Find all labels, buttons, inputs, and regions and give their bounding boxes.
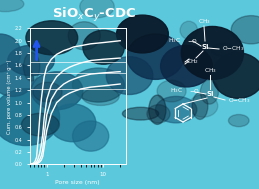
Ellipse shape: [123, 107, 159, 120]
Ellipse shape: [231, 16, 259, 44]
Ellipse shape: [157, 80, 186, 102]
Ellipse shape: [73, 121, 109, 151]
Ellipse shape: [161, 45, 212, 87]
Ellipse shape: [0, 34, 21, 72]
Ellipse shape: [212, 44, 236, 56]
Text: $-$O: $-$O: [189, 87, 200, 95]
Ellipse shape: [80, 0, 114, 18]
Ellipse shape: [147, 105, 170, 123]
Ellipse shape: [0, 62, 34, 96]
Ellipse shape: [192, 93, 208, 119]
Ellipse shape: [189, 95, 218, 117]
Ellipse shape: [180, 21, 198, 39]
Ellipse shape: [117, 15, 168, 53]
Ellipse shape: [149, 95, 166, 124]
Text: $\mathrm{CH_3}$: $\mathrm{CH_3}$: [198, 18, 210, 26]
Ellipse shape: [31, 72, 83, 110]
Ellipse shape: [73, 68, 124, 102]
Text: Si: Si: [201, 44, 209, 50]
Text: Si: Si: [206, 91, 214, 97]
Ellipse shape: [127, 34, 184, 79]
Ellipse shape: [68, 22, 100, 50]
Text: $\mathrm{H_3C}$: $\mathrm{H_3C}$: [170, 87, 183, 95]
Ellipse shape: [23, 53, 40, 81]
Ellipse shape: [49, 104, 96, 142]
Text: $\mathrm{CH_2}$: $\mathrm{CH_2}$: [186, 57, 198, 67]
Ellipse shape: [106, 57, 153, 94]
Ellipse shape: [33, 82, 62, 102]
Ellipse shape: [155, 96, 197, 123]
Ellipse shape: [82, 87, 119, 105]
Text: SiO$_x$C$_y$-CDC: SiO$_x$C$_y$-CDC: [52, 6, 136, 24]
Ellipse shape: [8, 45, 54, 76]
Ellipse shape: [0, 0, 24, 12]
Ellipse shape: [0, 89, 60, 146]
Ellipse shape: [200, 80, 218, 104]
Ellipse shape: [228, 115, 249, 127]
Text: O$\mathrm{-CH_3}$: O$\mathrm{-CH_3}$: [228, 97, 250, 105]
Text: $\mathrm{H_3C}$: $\mathrm{H_3C}$: [168, 36, 181, 45]
Y-axis label: Cum. pore volume (cm³ g⁻¹): Cum. pore volume (cm³ g⁻¹): [7, 59, 12, 134]
Ellipse shape: [212, 53, 259, 98]
X-axis label: Pore size (nm): Pore size (nm): [55, 180, 100, 185]
Ellipse shape: [21, 113, 59, 136]
Text: O$\mathrm{-CH_3}$: O$\mathrm{-CH_3}$: [222, 45, 244, 53]
Ellipse shape: [83, 30, 124, 64]
Text: $\mathrm{CH_3}$: $\mathrm{CH_3}$: [204, 67, 217, 75]
Ellipse shape: [181, 26, 243, 79]
Text: $-$O: $-$O: [187, 37, 198, 45]
Ellipse shape: [26, 21, 78, 55]
